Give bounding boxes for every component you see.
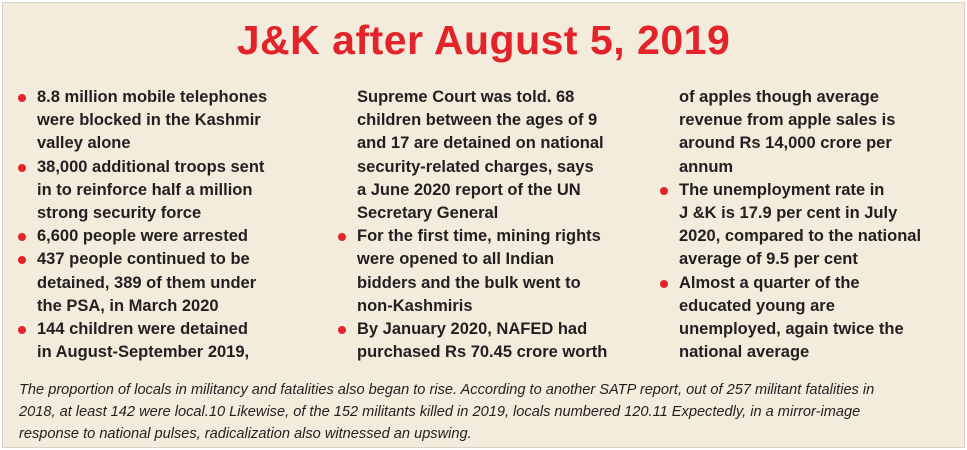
bullet-text: Almost a quarter of the educated young a…: [679, 273, 904, 362]
column-1: 8.8 million mobile telephones were block…: [17, 86, 317, 364]
bullet-item: Almost a quarter of the educated young a…: [659, 272, 959, 365]
bullet-item: 144 children were detained in August-Sep…: [17, 318, 317, 364]
bullet-dot-icon: [18, 256, 26, 265]
bullet-item: 38,000 additional troops sent in to rein…: [17, 156, 317, 226]
bullet-text: 437 people continued to be detained, 389…: [37, 250, 257, 315]
footer-paragraph: The proportion of locals in militancy an…: [19, 382, 875, 442]
bullet-dot-icon: [18, 94, 26, 102]
bullet-text: Supreme Court was told. 68 children betw…: [357, 88, 604, 223]
bullet-dot-icon: [18, 326, 26, 335]
bullet-dot-icon: [660, 186, 668, 195]
bullet-text: The unemployment rate in J &K is 17.9 pe…: [679, 180, 922, 269]
bullet-text: 6,600 people were arrested: [37, 227, 248, 246]
bullet-item-continuation: Supreme Court was told. 68 children betw…: [337, 86, 637, 225]
page-title: J&K after August 5, 2019: [236, 17, 731, 63]
bullet-dot-icon: [338, 233, 346, 242]
bullet-item: The unemployment rate in J &K is 17.9 pe…: [659, 179, 959, 272]
bullet-text: 8.8 million mobile telephones were block…: [37, 88, 268, 153]
bullet-text: By January 2020, NAFED had purchased Rs …: [357, 320, 608, 362]
bullet-item: For the first time, mining rights were o…: [337, 225, 637, 318]
bullet-text: For the first time, mining rights were o…: [357, 227, 601, 315]
bullet-dot-icon: [660, 279, 668, 288]
column-2: Supreme Court was told. 68 children betw…: [337, 86, 637, 364]
bullet-dot-icon: [18, 233, 26, 242]
bullet-item: By January 2020, NAFED had purchased Rs …: [337, 318, 637, 364]
bullet-item: 6,600 people were arrested: [17, 225, 317, 248]
bullet-item: 437 people continued to be detained, 389…: [17, 248, 317, 318]
bullet-text: of apples though average revenue from ap…: [679, 88, 896, 176]
bullet-item-continuation: of apples though average revenue from ap…: [659, 86, 959, 179]
bullet-dot-icon: [338, 326, 346, 335]
bullet-text: 144 children were detained in August-Sep…: [37, 320, 250, 362]
bullet-dot-icon: [18, 163, 26, 172]
bullet-text: 38,000 additional troops sent in to rein…: [37, 157, 265, 223]
bullet-item: 8.8 million mobile telephones were block…: [17, 86, 317, 156]
column-3: of apples though average revenue from ap…: [659, 86, 959, 364]
